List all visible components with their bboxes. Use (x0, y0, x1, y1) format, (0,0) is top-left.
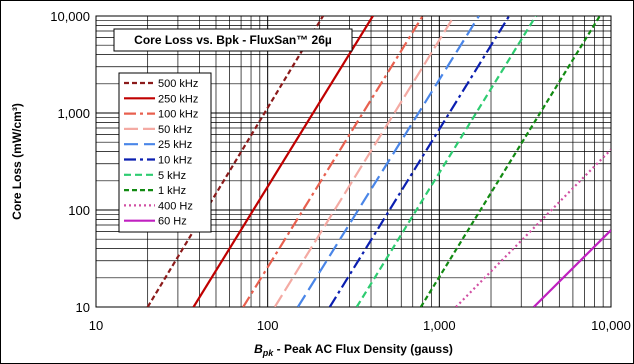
y-tick-label: 10 (76, 300, 90, 315)
x-tick-label: 10 (89, 318, 103, 333)
grid-lines (95, 15, 612, 308)
chart-title: Core Loss vs. Bpk - FluxSan™ 26µ (134, 33, 332, 47)
legend-label-60-hz: 60 Hz (158, 216, 187, 228)
series-line-10-khz (328, 16, 511, 307)
series-line-60-hz (533, 229, 611, 307)
y-tick-label: 100 (68, 203, 90, 218)
y-tick-label: 1,000 (57, 106, 90, 121)
series-line-5-khz (355, 16, 537, 307)
title-box: Core Loss vs. Bpk - FluxSan™ 26µ (113, 28, 353, 52)
legend-label-400-hz: 400 Hz (158, 200, 193, 212)
legend-label-10-khz: 10 kHz (158, 155, 192, 167)
y-tick-label: 10,000 (50, 9, 90, 24)
x-axis-title-rest: - Peak AC Flux Density (gauss) (273, 342, 453, 356)
legend-label-1-khz: 1 kHz (158, 185, 186, 197)
x-axis-title-symbol: B (254, 342, 263, 356)
legend-label-25-khz: 25 kHz (158, 139, 192, 151)
title-background (113, 28, 353, 52)
series-line-25-khz (296, 16, 480, 307)
legend-label-5-khz: 5 kHz (158, 170, 186, 182)
x-tick-label: 100 (257, 318, 279, 333)
axis-labels: 10 100 1,000 10,000 10 100 1,000 10,000 (50, 9, 631, 333)
series-line-400-hz (455, 148, 611, 307)
series-line-100-khz (242, 16, 424, 307)
x-tick-label: 10,000 (591, 318, 631, 333)
x-axis-title: Bpk - Peak AC Flux Density (gauss) (254, 342, 453, 358)
legend-label-500-khz: 500 kHz (158, 78, 198, 90)
x-tick-label: 1,000 (423, 318, 456, 333)
plot-border (95, 15, 612, 308)
x-axis-title-subscript: pk (262, 348, 274, 358)
y-axis-title: Core Loss (mW/cm³) (10, 103, 24, 220)
legend-label-250-khz: 250 kHz (158, 93, 198, 105)
series-line-250-khz (192, 16, 374, 307)
series-line-500-khz (146, 16, 324, 307)
series-line-1-khz (419, 16, 601, 307)
legend-label-100-khz: 100 kHz (158, 109, 198, 121)
series-layer (146, 16, 611, 307)
legend: 500 kHz 250 kHz 100 kHz 50 kHz 25 kHz 10 kHz 5… (118, 72, 212, 233)
legend-label-50-khz: 50 kHz (158, 124, 192, 136)
